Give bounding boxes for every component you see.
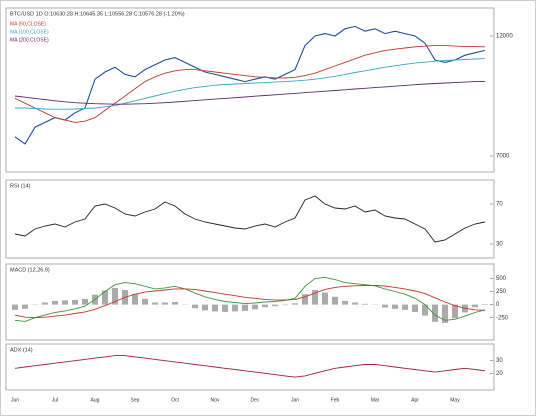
histogram-bar <box>282 304 288 306</box>
histogram-bar <box>332 296 338 305</box>
histogram-bar <box>142 298 148 305</box>
y-tick-label: 7000 <box>496 154 510 160</box>
x-tick-label: Mar <box>371 397 380 403</box>
y-tick-label: 20 <box>496 371 503 377</box>
x-tick-label: Jun <box>11 397 19 403</box>
histogram-bar <box>412 304 418 312</box>
panel-frame <box>5 179 495 259</box>
histogram-bar <box>132 294 138 305</box>
x-tick-label: Dec <box>251 397 260 403</box>
histogram-bar <box>402 304 408 310</box>
legend-entry: MA (50,CLOSE) <box>10 21 46 27</box>
histogram-bar <box>112 287 118 305</box>
x-tick-label: Feb <box>331 397 340 403</box>
histogram-bar <box>472 304 478 308</box>
histogram-bar <box>22 304 28 309</box>
histogram-bar <box>212 304 218 312</box>
histogram-bar <box>262 304 268 308</box>
y-tick-label: 30 <box>496 242 503 248</box>
x-tick-label: May <box>450 397 460 403</box>
histogram-bar <box>392 304 398 309</box>
histogram-bar <box>242 304 248 311</box>
x-tick-label: Aug <box>91 397 100 403</box>
panel-title: RSI (14) <box>10 183 31 189</box>
histogram-bar <box>152 302 158 305</box>
x-tick-label: Jul <box>52 397 58 403</box>
histogram-bar <box>222 304 228 312</box>
panel-frame <box>5 263 495 341</box>
y-tick-label: 500 <box>496 276 507 282</box>
y-tick-label: 70 <box>496 202 503 208</box>
panel-frame <box>5 7 495 173</box>
histogram-bar <box>82 298 88 305</box>
panel-title: MACD (12,26,9) <box>10 267 50 273</box>
histogram-bar <box>352 302 358 305</box>
panel-title: BTC/USD 1D O:10630.28 H:10645.35 L:10556… <box>10 11 185 17</box>
x-tick-label: Sep <box>131 397 140 403</box>
histogram-bar <box>62 300 68 305</box>
series-line <box>15 58 486 110</box>
x-tick-label: Nov <box>211 397 220 403</box>
histogram-bar <box>232 304 238 312</box>
x-tick-label: Jan <box>291 397 299 403</box>
series-line <box>14 80 486 105</box>
panel-frame <box>5 343 495 391</box>
histogram-bar <box>452 304 458 319</box>
histogram-bar <box>312 289 318 305</box>
histogram-bar <box>52 300 58 305</box>
histogram-bar <box>102 290 108 305</box>
histogram-bar <box>162 302 168 305</box>
y-tick-label: -250 <box>496 315 509 321</box>
y-tick-label: 12000 <box>496 34 513 40</box>
series-line <box>14 45 486 123</box>
y-tick-label: 0 <box>496 302 500 308</box>
histogram-bar <box>442 304 448 323</box>
histogram-bar <box>362 303 368 305</box>
histogram-bar <box>322 292 328 305</box>
histogram-bar <box>482 304 488 305</box>
histogram-bar <box>252 304 258 310</box>
legend-entry: MA (100,CLOSE) <box>10 29 49 35</box>
series-line <box>14 25 486 145</box>
histogram-bar <box>72 299 78 305</box>
histogram-bar <box>342 300 348 305</box>
panel-title: ADX (14) <box>10 347 33 353</box>
series-line <box>14 285 486 319</box>
series-line <box>14 276 486 322</box>
histogram-bar <box>302 294 308 305</box>
y-tick-label: 250 <box>496 289 507 295</box>
histogram-bar <box>202 304 208 311</box>
series-line <box>14 355 486 378</box>
histogram-bar <box>172 302 178 305</box>
histogram-bar <box>422 304 428 316</box>
histogram-bar <box>12 304 18 310</box>
legend-entry: MA (200,CLOSE) <box>10 37 49 43</box>
histogram-bar <box>272 304 278 307</box>
x-tick-label: Oct <box>171 397 179 403</box>
histogram-bar <box>192 304 198 309</box>
histogram-bar <box>432 304 438 322</box>
y-tick-label: 30 <box>496 358 503 364</box>
histogram-bar <box>42 302 48 305</box>
histogram-bar <box>382 304 388 308</box>
x-tick-label: Apr <box>411 397 419 403</box>
histogram-bar <box>292 303 298 305</box>
series-line <box>14 195 486 243</box>
